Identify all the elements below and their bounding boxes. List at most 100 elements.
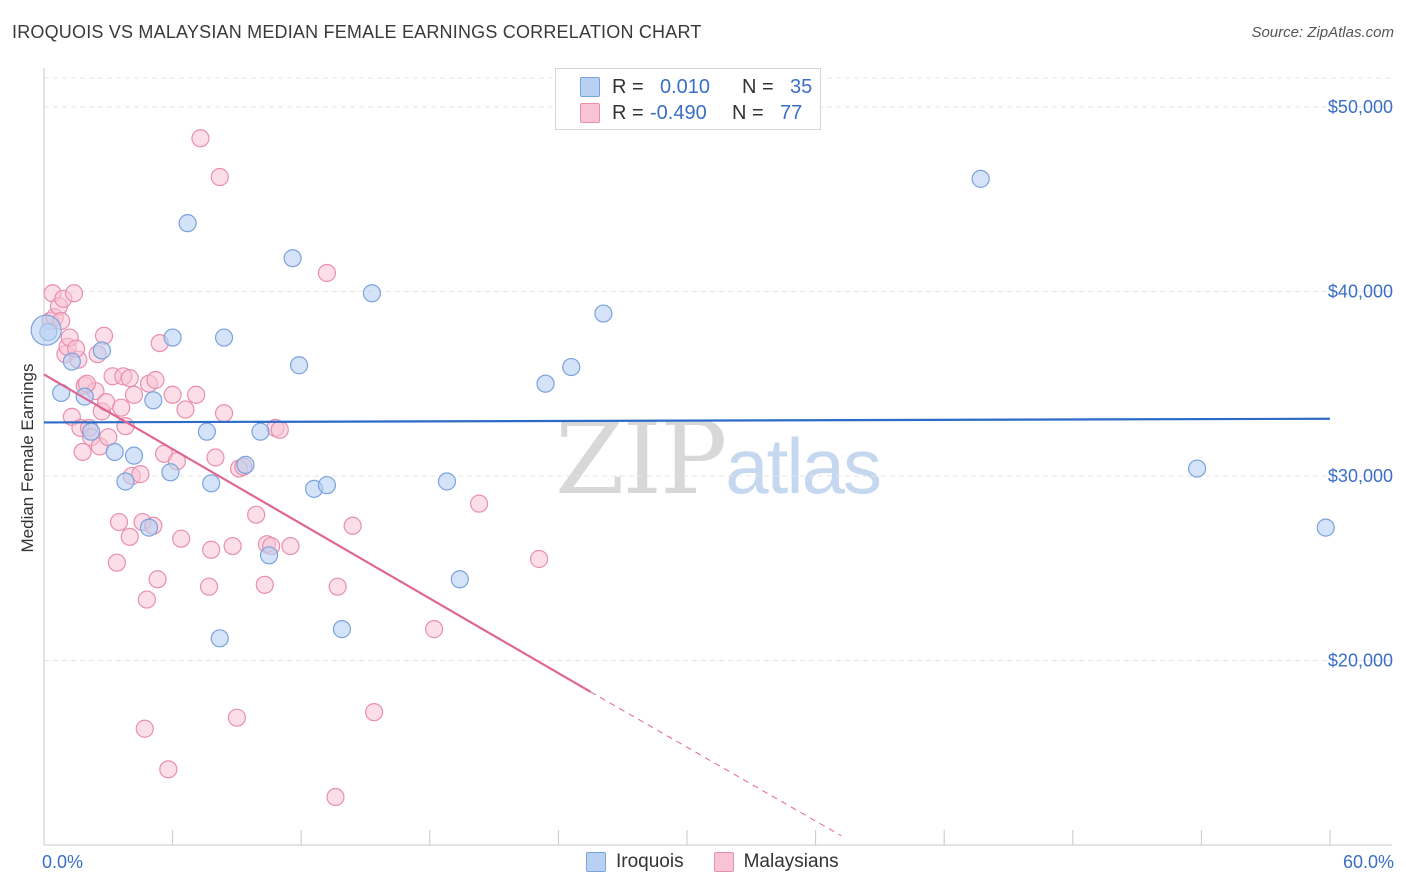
iroquois-point — [251, 422, 270, 441]
x-tick-label-max: 60.0% — [1342, 852, 1394, 872]
n-label: N = — [742, 75, 774, 98]
iroquois-point — [210, 629, 229, 648]
iroquois-point — [116, 472, 135, 491]
n-value-malaysians: 77 — [780, 101, 803, 124]
malaysians-point — [281, 536, 300, 556]
iroquois-point — [163, 328, 182, 347]
malaysians-point — [163, 385, 182, 404]
y-axis-label: Median Female Earnings — [18, 363, 37, 553]
malaysians-trend-line — [43, 373, 592, 693]
stats-row-malaysians: R = -0.490 N = 77 — [580, 100, 802, 126]
malaysians-point — [255, 575, 274, 594]
y-tick-label: $40,000 — [1328, 281, 1393, 301]
malaysians-point — [424, 620, 444, 639]
malaysians-legend-swatch — [713, 852, 734, 872]
malaysians-point — [191, 129, 210, 148]
iroquois-point — [236, 455, 255, 474]
malaysians-point — [172, 529, 191, 548]
malaysians-point — [364, 703, 384, 722]
legend-item-iroquois[interactable]: Iroquois — [586, 851, 684, 873]
malaysians-point — [469, 494, 489, 513]
stats-row-iroquois: R = 0.010 N = 35 — [580, 74, 812, 100]
y-tick-label: $50,000 — [1328, 97, 1393, 117]
malaysians-point — [148, 570, 167, 589]
iroquois-point — [536, 374, 555, 393]
iroquois-point — [197, 422, 216, 441]
malaysians-point — [159, 760, 178, 779]
iroquois-swatch — [580, 77, 600, 97]
iroquois-point — [82, 422, 101, 441]
y-tick-label: $30,000 — [1328, 466, 1393, 486]
malaysians-point — [227, 708, 246, 727]
r-label: R = — [612, 75, 644, 98]
malaysians-point — [187, 385, 206, 404]
iroquois-point — [1316, 518, 1335, 537]
iroquois-point — [178, 214, 197, 233]
iroquois-point — [362, 284, 382, 303]
n-value-iroquois: 35 — [790, 75, 813, 98]
malaysians-point — [137, 590, 156, 609]
iroquois-point — [161, 463, 180, 482]
malaysians-point — [176, 400, 195, 419]
malaysians-point — [120, 527, 139, 546]
iroquois-point — [971, 169, 990, 188]
stats-legend: R = 0.010 N = 35 R = -0.490 N = 77 — [555, 68, 821, 130]
iroquois-point — [202, 474, 221, 493]
source-label: Source: ZipAtlas.com — [1251, 24, 1394, 41]
malaysians-trend-extension — [590, 691, 842, 837]
chart-title: IROQUOIS VS MALAYSIAN MEDIAN FEMALE EARN… — [12, 22, 702, 42]
iroquois-point — [283, 249, 302, 268]
malaysians-point — [199, 577, 219, 596]
r-value-malaysians: -0.490 — [650, 101, 707, 124]
x-tick-label-min: 0.0% — [42, 852, 84, 872]
malaysians-point — [214, 404, 234, 423]
iroquois-point — [144, 391, 163, 410]
legend-label-malaysians: Malaysians — [743, 851, 839, 872]
iroquois-point — [214, 328, 234, 347]
malaysians-point — [247, 505, 266, 524]
iroquois-point — [139, 518, 159, 537]
legend-label-iroquois: Iroquois — [616, 851, 684, 872]
iroquois-point — [105, 442, 124, 462]
malaysians-point — [73, 442, 92, 462]
iroquois-point — [124, 446, 144, 465]
malaysians-point — [210, 167, 229, 187]
r-value-iroquois: 0.010 — [660, 75, 711, 98]
r-label: R = — [612, 101, 644, 124]
iroquois-point-large — [30, 314, 62, 346]
malaysians-point — [202, 540, 221, 559]
malaysians-point — [146, 370, 165, 390]
malaysians-point — [206, 448, 225, 467]
series-legend: Iroquois Malaysians — [586, 851, 869, 873]
malaysians-point — [112, 398, 131, 417]
malaysians-point — [109, 512, 129, 532]
n-label: N = — [732, 101, 764, 124]
iroquois-point — [1188, 459, 1207, 478]
iroquois-point — [437, 472, 457, 491]
malaysians-point — [107, 553, 126, 572]
iroquois-trend-line — [43, 417, 1331, 424]
iroquois-point — [450, 570, 469, 589]
malaysians-point — [343, 516, 362, 535]
iroquois-point — [562, 357, 581, 377]
malaysians-point — [270, 420, 289, 439]
malaysians-point — [131, 465, 150, 484]
malaysians-point — [64, 284, 84, 303]
iroquois-point — [594, 304, 613, 323]
legend-item-malaysians[interactable]: Malaysians — [713, 851, 839, 873]
malaysians-point — [326, 787, 345, 807]
iroquois-point — [289, 356, 309, 375]
iroquois-point — [332, 620, 352, 639]
malaysians-point — [124, 385, 144, 404]
malaysians-point — [120, 369, 139, 388]
malaysians-point — [530, 549, 549, 569]
malaysians-point — [135, 719, 154, 738]
malaysians-swatch — [580, 103, 600, 123]
malaysians-point — [223, 536, 242, 556]
y-tick-label: $20,000 — [1328, 650, 1393, 670]
malaysians-point — [328, 577, 347, 596]
iroquois-legend-swatch — [586, 852, 606, 872]
iroquois-point — [317, 476, 337, 495]
iroquois-point — [62, 352, 81, 371]
